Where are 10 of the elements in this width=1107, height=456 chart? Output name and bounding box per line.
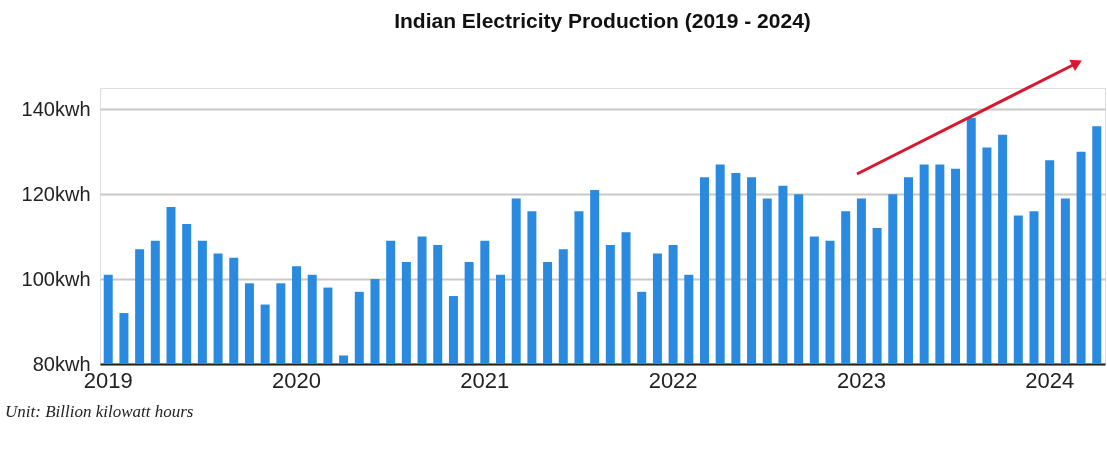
x-tick-label: 2020 [272, 367, 321, 393]
text: Unit: Billion kilowatt hours [5, 402, 194, 421]
x-tick-label: 2021 [460, 367, 510, 393]
x-tick-label: 2024 [1025, 367, 1075, 393]
y-tick-label: 100kwh [21, 267, 91, 290]
y-tick-label: 140kwh [21, 97, 91, 120]
x-tick-label: 2023 [836, 367, 886, 393]
chart-title: Indian Electricity Production (2019 - 2024) [394, 8, 811, 32]
x-tick-label: 2022 [648, 367, 698, 393]
y-tick-label: 120kwh [21, 182, 91, 205]
